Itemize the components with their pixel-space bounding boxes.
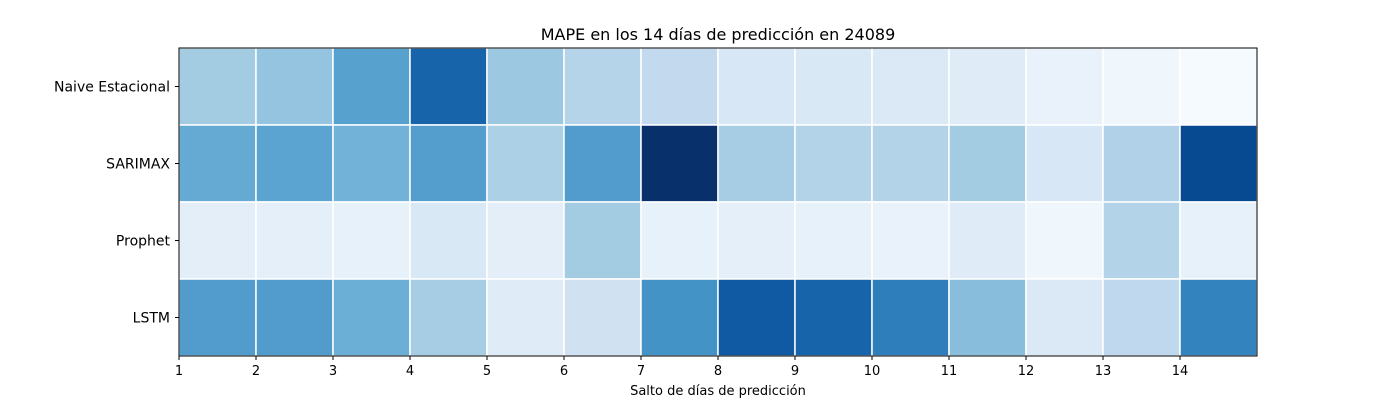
x-tick-label: 13 (1095, 364, 1112, 379)
heatmap-cell (871, 124, 950, 203)
heatmap-cell (1179, 201, 1258, 280)
heatmap-cell (178, 47, 257, 126)
heatmap-cell (409, 124, 488, 203)
heatmap-cell (640, 47, 719, 126)
x-tick-label: 12 (1018, 364, 1035, 379)
heatmap-cell (871, 47, 950, 126)
x-tick-label: 14 (1172, 364, 1189, 379)
x-tick-label: 5 (483, 364, 491, 379)
heatmap-cell (486, 124, 565, 203)
heatmap-cell (794, 278, 873, 357)
plot-frame (178, 47, 1258, 357)
heatmap-cell (332, 47, 411, 126)
row-label: Prophet (116, 234, 171, 250)
heatmap-cell (794, 124, 873, 203)
heatmap-cell (871, 278, 950, 357)
x-tick-label: 7 (637, 364, 645, 379)
heatmap-cell (332, 278, 411, 357)
heatmap-cell (178, 124, 257, 203)
row-labels: Naive Estacional SARIMAX Prophet LSTM (54, 80, 179, 327)
heatmap-cell (871, 201, 950, 280)
heatmap-cell (255, 201, 334, 280)
x-tick-label: 6 (560, 364, 568, 379)
heatmap-cell (1025, 124, 1104, 203)
heatmap-cell (948, 278, 1027, 357)
heatmap-cell (486, 47, 565, 126)
heatmap-cell (1179, 278, 1258, 357)
x-tick-label: 4 (406, 364, 414, 379)
x-axis-ticks: 1 2 3 4 5 6 7 8 9 10 11 12 13 14 (175, 356, 1188, 379)
heatmap-cell (717, 47, 796, 126)
heatmap-cell (640, 278, 719, 357)
row-label: SARIMAX (106, 157, 170, 173)
heatmap-cell (178, 201, 257, 280)
heatmap-cell (332, 201, 411, 280)
x-axis-label: Salto de días de predicción (630, 384, 806, 399)
row-label: LSTM (133, 311, 170, 327)
x-tick-label: 2 (252, 364, 260, 379)
heatmap-cell (717, 201, 796, 280)
heatmap-cell (409, 47, 488, 126)
x-tick-label: 11 (941, 364, 958, 379)
heatmap-cell (409, 201, 488, 280)
heatmap-cell (948, 201, 1027, 280)
heatmap-cell (1102, 201, 1181, 280)
heatmap-cell (1025, 47, 1104, 126)
heatmap-cell (948, 47, 1027, 126)
heatmap-cell (409, 278, 488, 357)
heatmap-cell (255, 278, 334, 357)
heatmap-cell (563, 124, 642, 203)
x-tick-label: 1 (175, 364, 183, 379)
row-label: Naive Estacional (54, 80, 170, 96)
heatmap-cell (255, 47, 334, 126)
heatmap-cell (640, 124, 719, 203)
heatmap-cell (1179, 124, 1258, 203)
heatmap-cell (717, 124, 796, 203)
heatmap-cell (563, 201, 642, 280)
heatmap-cells (178, 47, 1258, 357)
heatmap-cell (1025, 278, 1104, 357)
chart-title: MAPE en los 14 días de predicción en 240… (541, 25, 896, 44)
heatmap-cell (255, 124, 334, 203)
heatmap-cell (563, 47, 642, 126)
heatmap-cell (486, 201, 565, 280)
heatmap-cell (1179, 47, 1258, 126)
heatmap-cell (948, 124, 1027, 203)
heatmap-cell (332, 124, 411, 203)
heatmap-cell (794, 201, 873, 280)
x-tick-label: 9 (791, 364, 799, 379)
heatmap-cell (1102, 124, 1181, 203)
heatmap-cell (563, 278, 642, 357)
x-tick-label: 3 (329, 364, 337, 379)
heatmap-cell (640, 201, 719, 280)
heatmap-cell (1102, 278, 1181, 357)
heatmap-cell (717, 278, 796, 357)
heatmap-cell (1025, 201, 1104, 280)
heatmap-cell (1102, 47, 1181, 126)
x-tick-label: 8 (714, 364, 722, 379)
heatmap-cell (178, 278, 257, 357)
x-tick-label: 10 (864, 364, 881, 379)
heatmap-cell (794, 47, 873, 126)
heatmap-cell (486, 278, 565, 357)
